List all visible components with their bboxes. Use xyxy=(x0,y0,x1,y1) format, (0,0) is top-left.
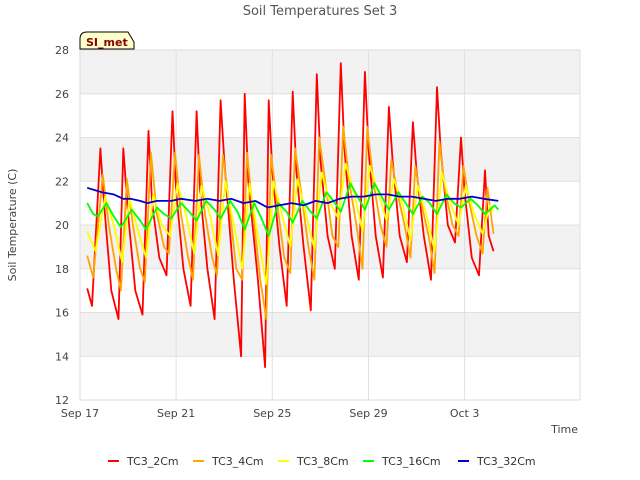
legend-label: TC3_2Cm xyxy=(126,455,179,468)
chart-title: Soil Temperatures Set 3 xyxy=(243,4,398,19)
site-badge: SI_met xyxy=(79,31,135,50)
background-band xyxy=(80,312,580,357)
y-tick-label: 12 xyxy=(55,394,69,407)
legend-item: TC3_2Cm xyxy=(108,455,179,468)
y-tick-label: 20 xyxy=(55,219,69,232)
y-tick-label: 18 xyxy=(55,263,69,276)
x-axis-label: Time xyxy=(550,423,578,436)
y-tick-label: 24 xyxy=(55,132,69,145)
legend-item: TC3_16Cm xyxy=(363,455,441,468)
x-tick-label: Oct 3 xyxy=(450,407,480,420)
series-line-tc3-32cm xyxy=(86,186,499,209)
x-tick-label: Sep 21 xyxy=(157,407,195,420)
legend-label: TC3_16Cm xyxy=(381,455,441,468)
background-band xyxy=(80,93,580,138)
series-line-tc3-2cm xyxy=(86,62,495,369)
background-band xyxy=(80,356,580,400)
x-tick-label: Sep 29 xyxy=(349,407,387,420)
y-tick-label: 22 xyxy=(55,175,69,188)
legend-label: TC3_8Cm xyxy=(296,455,349,468)
background-band xyxy=(80,137,580,182)
x-tick-label: Sep 25 xyxy=(253,407,291,420)
series-lines xyxy=(86,62,499,369)
series-line-tc3-8cm xyxy=(86,162,495,286)
y-axis-ticks: 12 14 16 18 20 22 24 26 28 xyxy=(55,44,69,407)
y-tick-label: 16 xyxy=(55,307,69,320)
y-axis-label: Soil Temperature (C) xyxy=(6,169,19,282)
site-badge-label: SI_met xyxy=(86,36,128,49)
y-tick-label: 14 xyxy=(55,350,69,363)
x-tick-label: Sep 17 xyxy=(61,407,99,420)
series-line-tc3-16cm xyxy=(86,182,499,237)
background-band xyxy=(80,268,580,313)
plot-border xyxy=(79,49,581,401)
y-tick-label: 28 xyxy=(55,44,69,57)
y-tick-label: 26 xyxy=(55,88,69,101)
x-axis-ticks: Sep 17 Sep 21 Sep 25 Sep 29 Oct 3 xyxy=(61,407,479,420)
legend: TC3_2Cm TC3_4Cm TC3_8Cm TC3_16Cm TC3_32Cm xyxy=(108,455,536,468)
legend-item: TC3_8Cm xyxy=(278,455,349,468)
legend-item: TC3_4Cm xyxy=(193,455,264,468)
background-band xyxy=(80,50,580,94)
legend-label: TC3_32Cm xyxy=(476,455,536,468)
series-line-tc3-4cm xyxy=(86,125,495,321)
legend-label: TC3_4Cm xyxy=(211,455,264,468)
legend-item: TC3_32Cm xyxy=(458,455,536,468)
